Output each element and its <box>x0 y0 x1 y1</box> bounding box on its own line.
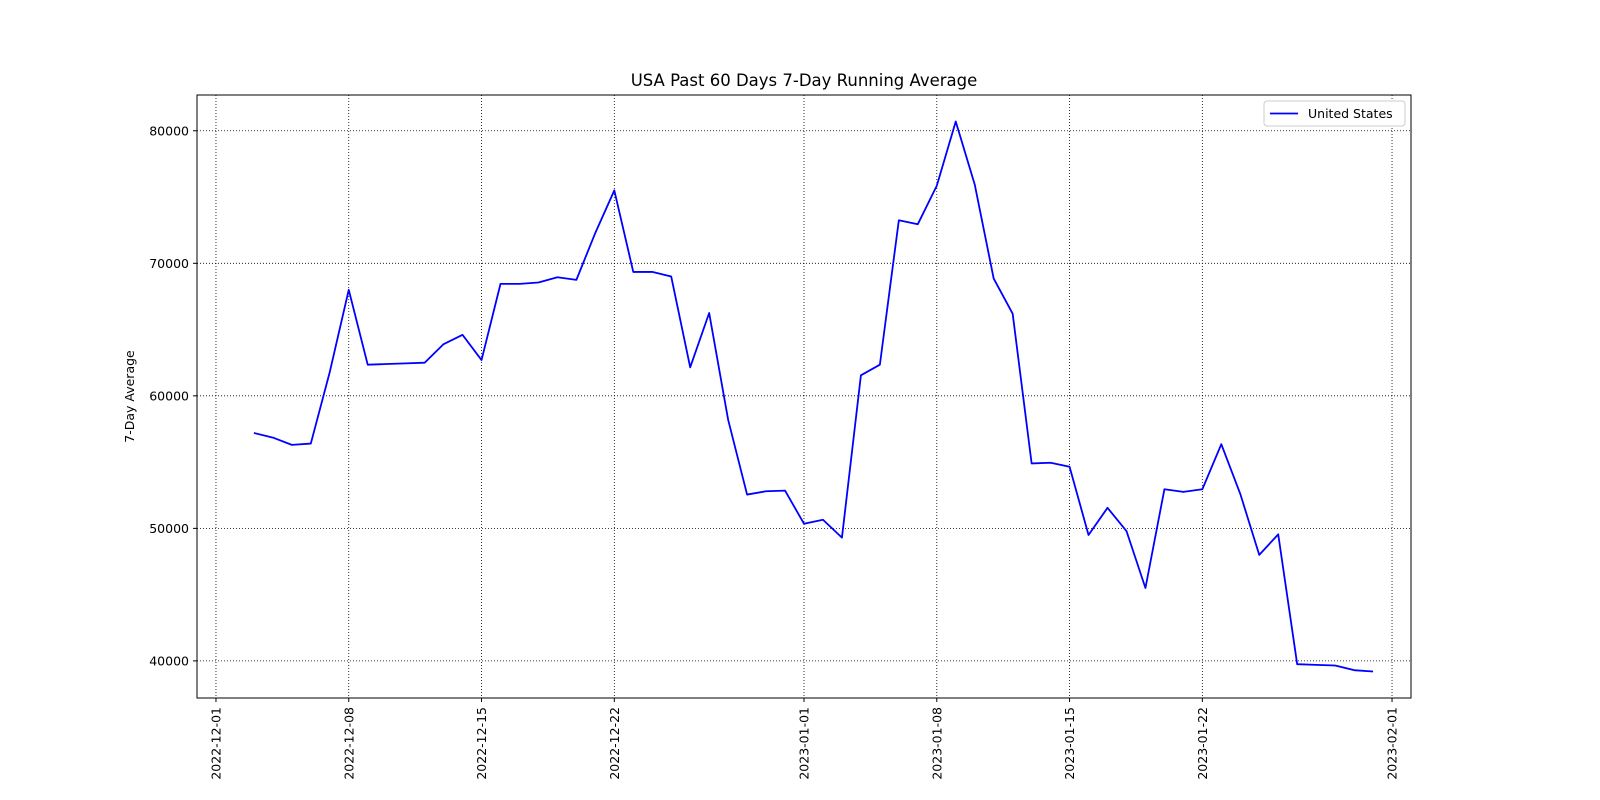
x-tick-label: 2022-12-15 <box>474 707 489 780</box>
y-tick-label: 80000 <box>149 123 189 138</box>
x-axis: 2022-12-01 2022-12-08 2022-12-15 2022-12-22… <box>208 698 1400 780</box>
grid <box>197 95 1411 698</box>
series-layer <box>253 120 1374 673</box>
y-axis: 40000 50000 60000 70000 80000 <box>149 123 197 668</box>
x-tick-label: 2023-01-08 <box>929 707 944 780</box>
y-axis-label: 7-Day Average <box>122 350 137 443</box>
y-tick-label: 70000 <box>149 256 189 271</box>
x-tick-label: 2023-01-01 <box>797 707 812 780</box>
x-tick-label: 2023-01-15 <box>1062 707 1077 780</box>
x-tick-label: 2022-12-08 <box>341 707 356 780</box>
legend-label: United States <box>1308 106 1393 121</box>
x-tick-label: 2022-12-01 <box>208 707 223 780</box>
x-tick-label: 2023-02-01 <box>1385 707 1400 780</box>
y-tick-label: 40000 <box>149 653 189 668</box>
x-tick-label: 2023-01-22 <box>1195 707 1210 780</box>
legend: United States <box>1263 100 1406 127</box>
chart-title: USA Past 60 Days 7-Day Running Average <box>631 71 978 90</box>
x-tick-label: 2022-12-22 <box>607 707 622 780</box>
legend-box <box>1263 100 1406 127</box>
y-tick-label: 60000 <box>149 388 189 403</box>
series-line-0 <box>253 120 1374 673</box>
y-tick-label: 50000 <box>149 521 189 536</box>
